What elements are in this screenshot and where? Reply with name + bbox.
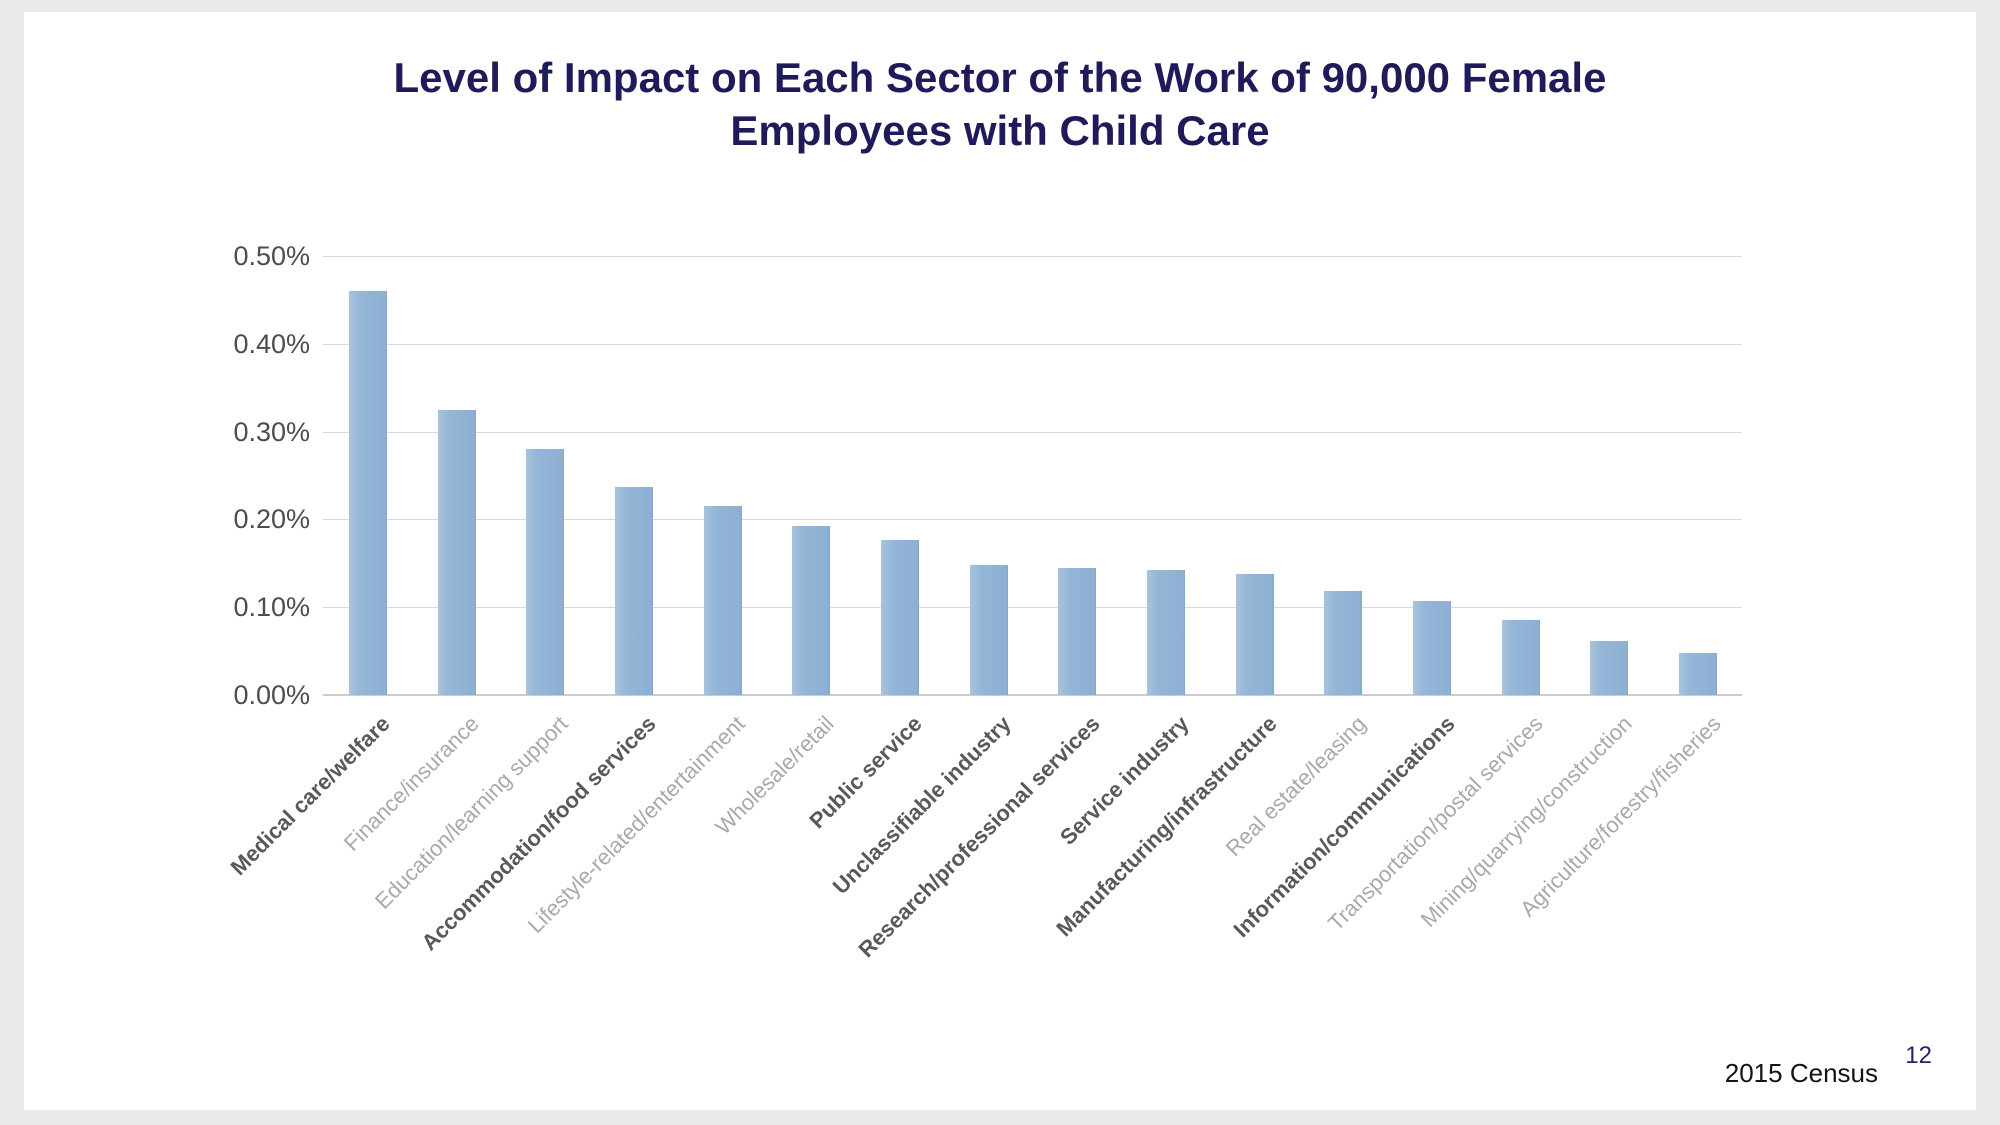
gridline — [323, 431, 1742, 433]
bar — [1058, 567, 1097, 695]
bar — [526, 449, 565, 695]
gridline — [323, 519, 1742, 521]
y-axis-tick-label: 0.50% — [233, 241, 310, 271]
bar — [348, 291, 387, 695]
y-axis-tick-label: 0.10% — [233, 592, 310, 623]
chart-title: Level of Impact on Each Sector of the Wo… — [393, 54, 1607, 154]
bar — [703, 506, 742, 695]
y-axis-tick-label: 0.40% — [233, 328, 310, 359]
y-axis-tick-label: 0.20% — [233, 504, 310, 535]
bar — [1590, 640, 1629, 695]
bar — [969, 565, 1008, 695]
bar — [880, 540, 919, 695]
bar — [1501, 620, 1540, 695]
bar-chart: 0.00% 0.10% 0.20% 0.30% 0.40% 0.50% Medical ca… — [24, 12, 1976, 1110]
gridline — [323, 343, 1742, 345]
bar — [1324, 591, 1363, 695]
source-label: 2015 Census — [1724, 1058, 1878, 1088]
page-number: 12 — [1905, 1042, 1932, 1069]
bar — [1235, 573, 1274, 695]
bar — [1679, 652, 1718, 695]
bar — [792, 526, 831, 695]
bar — [1413, 601, 1452, 695]
y-axis-tick-label: 0.00% — [233, 680, 310, 710]
gridline — [323, 607, 1742, 609]
bar — [437, 409, 476, 695]
bar — [1147, 570, 1186, 695]
bar — [614, 486, 653, 695]
y-axis-tick-label: 0.30% — [233, 416, 310, 447]
x-axis-line — [323, 694, 1742, 696]
slide: Level of Impact on Each Sector of the Wo… — [24, 12, 1976, 1110]
gridline — [323, 256, 1742, 257]
